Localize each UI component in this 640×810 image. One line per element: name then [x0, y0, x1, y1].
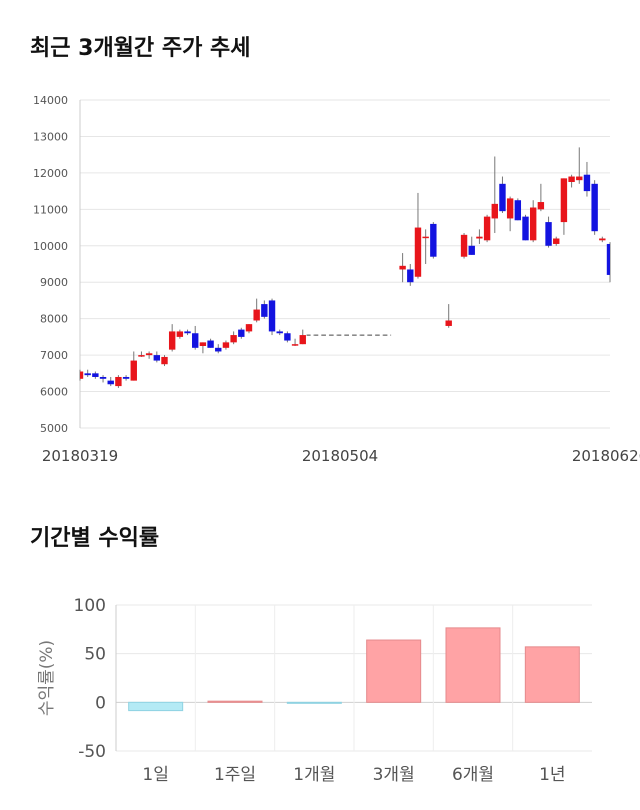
candle-down [591, 183, 598, 232]
candle-down [261, 304, 268, 317]
return-bar-positive [366, 639, 422, 703]
candle-up [138, 355, 145, 357]
candle-down [276, 331, 283, 334]
candle-up [399, 265, 406, 270]
candle-down [499, 183, 506, 212]
candle-up [168, 331, 176, 350]
y-tick-label: 100 [74, 596, 106, 616]
candle-up [460, 234, 468, 257]
candle-down [122, 376, 130, 379]
candle-up [506, 198, 514, 219]
y-tick-label: 7000 [40, 349, 68, 362]
x-category-label: 1일 [142, 765, 168, 785]
candle-down [284, 333, 291, 341]
y-tick-label: 8000 [40, 313, 68, 326]
candle-down [192, 333, 199, 348]
y-tick-label: 14000 [33, 94, 68, 107]
candle-down [107, 380, 114, 385]
candle-up [483, 216, 491, 241]
y-tick-label: 5000 [40, 422, 68, 435]
candle-down [92, 373, 99, 377]
candle-down [545, 222, 552, 246]
y-tick-label: 10000 [33, 240, 68, 253]
candle-up [253, 309, 260, 321]
candle-down [207, 340, 214, 348]
y-axis-label: 수익률(%) [37, 640, 57, 716]
candle-down [268, 300, 276, 332]
candle-up [491, 203, 498, 219]
y-tick-label: 13000 [33, 130, 68, 143]
x-category-label: 1주일 [214, 765, 256, 785]
trend-section-title: 최근 3개월간 주가 추세 [30, 36, 251, 61]
y-tick-label: 50 [84, 645, 106, 665]
candle-up [161, 356, 168, 365]
candle-up [80, 371, 84, 379]
candle-up [422, 236, 429, 239]
candle-down [238, 329, 245, 337]
candle-up [560, 178, 568, 223]
return-bar-positive [445, 627, 501, 703]
y-tick-label: 9000 [40, 276, 68, 289]
candle-up [245, 324, 253, 332]
candle-down [99, 376, 107, 379]
candle-down [468, 245, 475, 255]
candle-down [606, 243, 610, 275]
returns-section-title: 기간별 수익률 [30, 526, 160, 551]
x-category-label: 1년 [539, 765, 565, 785]
y-tick-label: 6000 [40, 386, 68, 399]
candle-up [115, 376, 122, 387]
x-category-label: 1개월 [293, 765, 335, 785]
x-tick-label: 20180626 [572, 447, 640, 465]
candle-up [445, 320, 452, 326]
candle-up [414, 227, 422, 277]
candle-down [407, 269, 414, 283]
y-tick-label: 11000 [33, 203, 68, 216]
candle-up [576, 176, 583, 181]
candle-up [222, 342, 230, 348]
return-bar-positive [524, 646, 580, 703]
candle-down [583, 174, 591, 192]
candle-up [230, 335, 237, 343]
candle-up [145, 353, 153, 356]
y-tick-label: -50 [78, 742, 106, 762]
candle-up [291, 344, 299, 346]
candle-up [476, 236, 483, 239]
candle-up [537, 202, 545, 210]
return-bar-positive [207, 700, 263, 703]
candle-down [153, 355, 161, 361]
x-tick-label: 20180504 [302, 447, 378, 465]
x-category-label: 3개월 [373, 765, 415, 785]
candle-up [176, 331, 184, 337]
candle-up [529, 207, 537, 241]
x-tick-label: 20180319 [42, 447, 118, 465]
candle-down [215, 347, 222, 352]
y-tick-label: 0 [95, 693, 106, 713]
return-bar-negative [128, 701, 184, 712]
stock-price-candlestick-chart: 5000 6000 7000 8000 9000 10000 11000 12000 13000… [33, 94, 640, 465]
x-category-label: 6개월 [452, 765, 494, 785]
candle-down [184, 331, 191, 334]
return-bar-negative [286, 701, 342, 704]
candle-down [514, 200, 522, 221]
candle-up [199, 342, 207, 346]
candle-up [299, 335, 306, 345]
candle-up [599, 238, 606, 241]
candle-down [522, 216, 529, 241]
y-tick-label: 12000 [33, 167, 68, 180]
candle-down [84, 373, 91, 376]
candle-down [430, 223, 437, 257]
candle-up [130, 360, 137, 381]
candle-up [553, 238, 560, 244]
candle-up [568, 176, 575, 182]
